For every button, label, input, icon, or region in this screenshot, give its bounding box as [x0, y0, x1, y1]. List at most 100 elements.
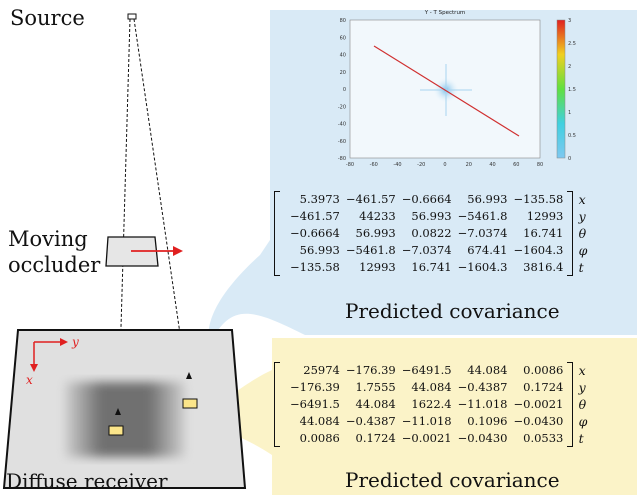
matrix-row: −176.39 1.7555 44.084 −0.4387 0.1724 — [284, 379, 563, 396]
matrix-variable-label: y — [578, 380, 586, 395]
matrix-cell: 1.7555 — [355, 380, 396, 394]
matrix-cell: −11.018 — [457, 397, 508, 411]
matrix-cell: 44233 — [359, 209, 396, 223]
axis-x-label: x — [26, 373, 33, 387]
spectrum-colorbar-tick: 0.5 — [568, 133, 576, 139]
spectrum-x-tick: -60 — [370, 162, 378, 168]
matrix-cell: 1622.4 — [411, 397, 452, 411]
matrix-cell: 44.084 — [355, 397, 396, 411]
matrix-cell: −176.39 — [345, 363, 396, 377]
occluder-motion-arrow — [131, 246, 183, 256]
matrix-cell: −0.0430 — [513, 414, 564, 428]
axis-y-label: y — [72, 335, 79, 349]
matrix-bottom-right-bracket — [567, 362, 574, 447]
matrix-cell: 0.0533 — [523, 431, 564, 445]
matrix-cell: 56.993 — [299, 243, 340, 257]
spectrum-colorbar-tick: 2.5 — [568, 41, 576, 47]
covariance-table-bottom: 25974 −176.39 −6491.5 44.084 0.0086 −176.39 1.… — [284, 362, 563, 447]
matrix-cell: −135.58 — [290, 260, 340, 274]
matrix-cell: 44.084 — [411, 380, 452, 394]
matrix-cell: 0.1096 — [467, 414, 508, 428]
receiver-point-right — [182, 372, 198, 409]
spectrum-x-tick: 0 — [443, 162, 446, 168]
source-box — [127, 13, 137, 20]
matrix-cell: 0.0086 — [299, 431, 340, 445]
matrix-top-left-bracket — [274, 191, 280, 276]
matrix-cell: −176.39 — [290, 380, 340, 394]
spectrum-x-tick: -20 — [417, 162, 425, 168]
spectrum-x-tick: -40 — [393, 162, 401, 168]
covariance-table-top: 5.3973 −461.57 −0.6664 56.993 −135.58 −461.57… — [284, 191, 563, 276]
receiver-axes — [30, 338, 68, 372]
matrix-cell: −1604.3 — [457, 260, 508, 274]
matrix-cell: −7.0374 — [457, 226, 508, 240]
spectrum-x-tick: -80 — [346, 162, 354, 168]
shadow-region — [65, 382, 185, 457]
spectrum-y-tick: 0 — [343, 87, 346, 93]
matrix-row: 56.993 −5461.8 −7.0374 674.41 −1604.3 — [284, 242, 564, 259]
matrix-cell: −6491.5 — [401, 363, 452, 377]
matrix-cell: 0.1724 — [523, 380, 564, 394]
spectrum-x-tick: 40 — [489, 162, 495, 168]
matrix-variable-label: φ — [578, 243, 588, 258]
spectrum-y-tick: -80 — [338, 156, 346, 162]
matrix-variable-label: y — [578, 209, 586, 224]
matrix-variable-label: x — [578, 363, 586, 378]
spectrum-colorbar — [556, 19, 566, 159]
matrix-row: 44.084 −0.4387 −11.018 0.1096 −0.0430 — [284, 413, 564, 430]
matrix-cell: 0.0086 — [523, 363, 564, 377]
matrix-cell: −0.0021 — [401, 431, 452, 445]
matrix-cell: 12993 — [359, 260, 396, 274]
spectrum-y-tick: 60 — [340, 35, 346, 41]
matrix-cell: −6491.5 — [290, 397, 340, 411]
spectrum-colorbar-tick: 1 — [568, 110, 571, 116]
matrix-variable-label: θ — [578, 226, 587, 241]
matrix-cell: 44.084 — [467, 363, 508, 377]
matrix-cell: −0.4387 — [457, 380, 508, 394]
matrix-variable-label: x — [578, 192, 586, 207]
matrix-cell: −0.6664 — [290, 226, 340, 240]
matrix-variable-label: φ — [578, 414, 588, 429]
matrix-cell: 56.993 — [355, 226, 396, 240]
spectrum-y-tick: 20 — [340, 70, 346, 76]
matrix-cell: 0.1724 — [355, 431, 396, 445]
matrix-top-right-bracket — [567, 191, 574, 276]
matrix-cell: 0.0822 — [411, 226, 452, 240]
spectrum-plot: Y - T Spectrum -80 -60 -40 -20 0 20 40 60 80 80 6… — [322, 4, 580, 176]
caption-top: Predicted covariance — [345, 299, 560, 323]
covariance-matrix-top: 5.3973 −461.57 −0.6664 56.993 −135.58 −461.57… — [274, 191, 587, 276]
spectrum-x-tick: 60 — [513, 162, 519, 168]
receiver-point-left — [108, 408, 124, 436]
matrix-cell: 16.741 — [411, 260, 452, 274]
matrix-bottom-left-bracket — [274, 362, 280, 447]
matrix-cell: 674.41 — [467, 243, 508, 257]
matrix-row: 5.3973 −461.57 −0.6664 56.993 −135.58 — [284, 191, 564, 208]
spectrum-y-tick: -20 — [338, 104, 346, 110]
matrix-row: −135.58 12993 16.741 −1604.3 3816.4 — [284, 259, 563, 276]
matrix-cell: 5.3973 — [299, 192, 340, 206]
matrix-cell: 44.084 — [299, 414, 340, 428]
matrix-cell: 56.993 — [411, 209, 452, 223]
spectrum-peak-line — [373, 45, 520, 137]
matrix-cell: −5461.8 — [345, 243, 396, 257]
matrix-cell: 12993 — [526, 209, 564, 223]
spectrum-title: Y - T Spectrum — [424, 10, 466, 16]
matrix-row: −6491.5 44.084 1622.4 −11.018 −0.0021 — [284, 396, 563, 413]
spectrum-x-tick: 80 — [537, 162, 543, 168]
spectrum-y-tick: -40 — [338, 122, 346, 128]
spectrum-y-tick: 80 — [340, 18, 346, 24]
matrix-cell: −0.4387 — [345, 414, 396, 428]
matrix-cell: −11.018 — [401, 414, 452, 428]
matrix-cell: 3816.4 — [523, 260, 564, 274]
matrix-cell: −135.58 — [513, 192, 564, 206]
matrix-cell: −7.0374 — [401, 243, 452, 257]
matrix-cell: −0.0021 — [513, 397, 564, 411]
matrix-row: 25974 −176.39 −6491.5 44.084 0.0086 — [284, 362, 563, 379]
spectrum-colorbar-tick: 2 — [568, 64, 571, 70]
spectrum-y-tick: 40 — [340, 53, 346, 59]
matrix-row: 0.0086 0.1724 −0.0021 −0.0430 0.0533 — [284, 430, 564, 447]
matrix-row: −461.57 44233 56.993 −5461.8 12993 — [284, 208, 563, 225]
spectrum-colorbar-tick: 0 — [568, 156, 571, 162]
